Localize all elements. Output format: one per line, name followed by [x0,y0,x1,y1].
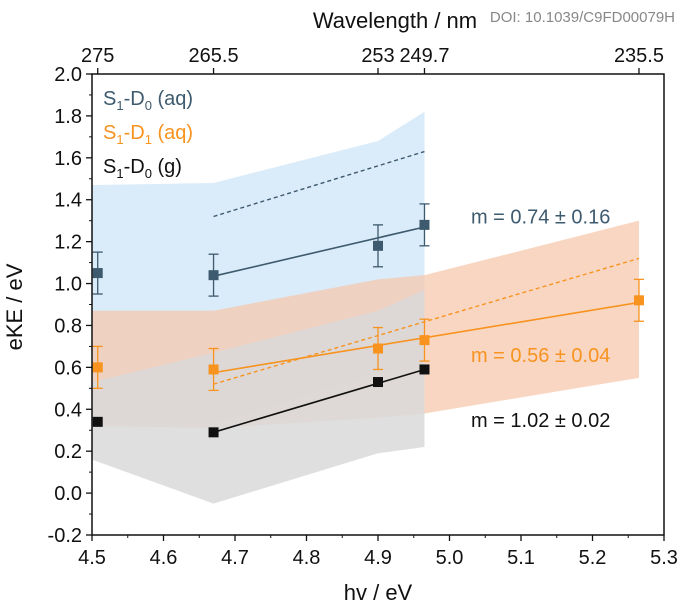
legend-subscript: 0 [145,166,152,181]
x-tick-label: 4.6 [150,547,178,569]
y-tick-label: 0.2 [54,441,82,463]
legend-item-series-2: S1-D0 (g) [103,156,182,181]
y-tick-label: 0.4 [54,399,82,421]
x-tick-label: 5.0 [436,547,464,569]
y-tick-label: 1.0 [54,274,82,296]
y-tick-label: 0.0 [54,483,82,505]
data-point-series-1 [373,343,383,354]
data-points [92,203,644,438]
slope-annotation-1: m = 0.56 ± 0.04 [471,345,610,367]
dashed-line-series-0 [213,150,425,218]
top-tick-label: 275 [81,45,114,67]
slope-annotation-2: m = 1.02 ± 0.02 [471,410,610,432]
legend-item-series-1: S1-D1 (aq) [103,122,193,147]
y-tick-label: -0.2 [48,525,82,547]
top-tick-label: 253 [361,45,394,67]
data-point-series-2 [92,416,103,427]
x-tick-label: 5.1 [507,547,535,569]
confidence-bands [92,111,639,504]
data-point-series-2 [373,377,383,388]
x-tick-label: 4.5 [78,547,106,569]
x-tick-label: 4.7 [221,547,249,569]
legend-subscript: 0 [145,98,152,113]
legend-item-series-0: S1-D0 (aq) [103,88,193,113]
data-point-series-0 [373,240,383,251]
dashed-line-series-1 [213,257,640,385]
x-tick-label: 5.2 [579,547,607,569]
band-series-2 [92,289,425,504]
data-point-series-0 [419,219,430,230]
data-point-series-0 [208,270,219,281]
top-tick-label: 265.5 [189,45,239,67]
top-tick-label: 235.5 [614,45,664,67]
legend-subscript: 1 [145,132,152,147]
doi-watermark: DOI: 10.1039/C9FD00079H [490,9,675,26]
slope-annotations: m = 0.74 ± 0.16 m = 0.56 ± 0.04 m = 1.02 ±… [471,206,610,431]
axis-ticks [86,68,665,541]
top-axis-title: Wavelength / nm [313,8,477,33]
fit-line-series-0 [213,226,425,277]
legend-text-part: S [103,88,116,110]
legend: S1-D0 (aq)S1-D1 (aq)S1-D0 (g) [103,88,193,181]
y-axis-title: eKE / eV [2,263,27,350]
legend-text-part: -D [124,122,145,144]
top-tick-label: 249.7 [399,45,449,67]
y-tick-label: 2.0 [54,64,82,86]
data-point-series-0 [92,268,103,279]
axis-labels: 4.5 4.6 4.7 4.8 4.9 5.0 5.1 5.2 5.3 -0.2 0.0 0.2 0.4… [48,45,678,569]
y-tick-label: 1.6 [54,148,82,170]
y-tick-label: 1.2 [54,232,82,254]
legend-subscript: 1 [116,132,123,147]
y-tick-label: 0.6 [54,357,82,379]
data-point-series-1 [633,295,644,306]
data-point-series-2 [419,364,430,375]
data-point-series-1 [92,362,103,373]
x-axis-title: hv / eV [344,580,413,605]
legend-text-part: S [103,156,116,178]
legend-text-part: -D [124,88,145,110]
legend-subscript: 1 [116,98,123,113]
fit-line-series-2 [213,368,425,434]
legend-text-part: (aq) [152,122,193,144]
legend-subscript: 1 [116,166,123,181]
x-tick-label: 4.8 [293,547,321,569]
y-tick-label: 1.4 [54,190,82,212]
data-point-series-1 [208,364,219,375]
legend-text-part: (g) [152,156,182,178]
y-tick-label: 1.8 [54,106,82,128]
legend-text-part: -D [124,156,145,178]
x-tick-label: 5.3 [650,547,678,569]
slope-annotation-0: m = 0.74 ± 0.16 [471,206,610,228]
legend-text-part: S [103,122,116,144]
x-tick-label: 4.9 [364,547,392,569]
y-tick-label: 0.8 [54,315,82,337]
legend-text-part: (aq) [152,88,193,110]
data-point-series-1 [419,335,430,346]
data-point-series-2 [208,427,219,438]
